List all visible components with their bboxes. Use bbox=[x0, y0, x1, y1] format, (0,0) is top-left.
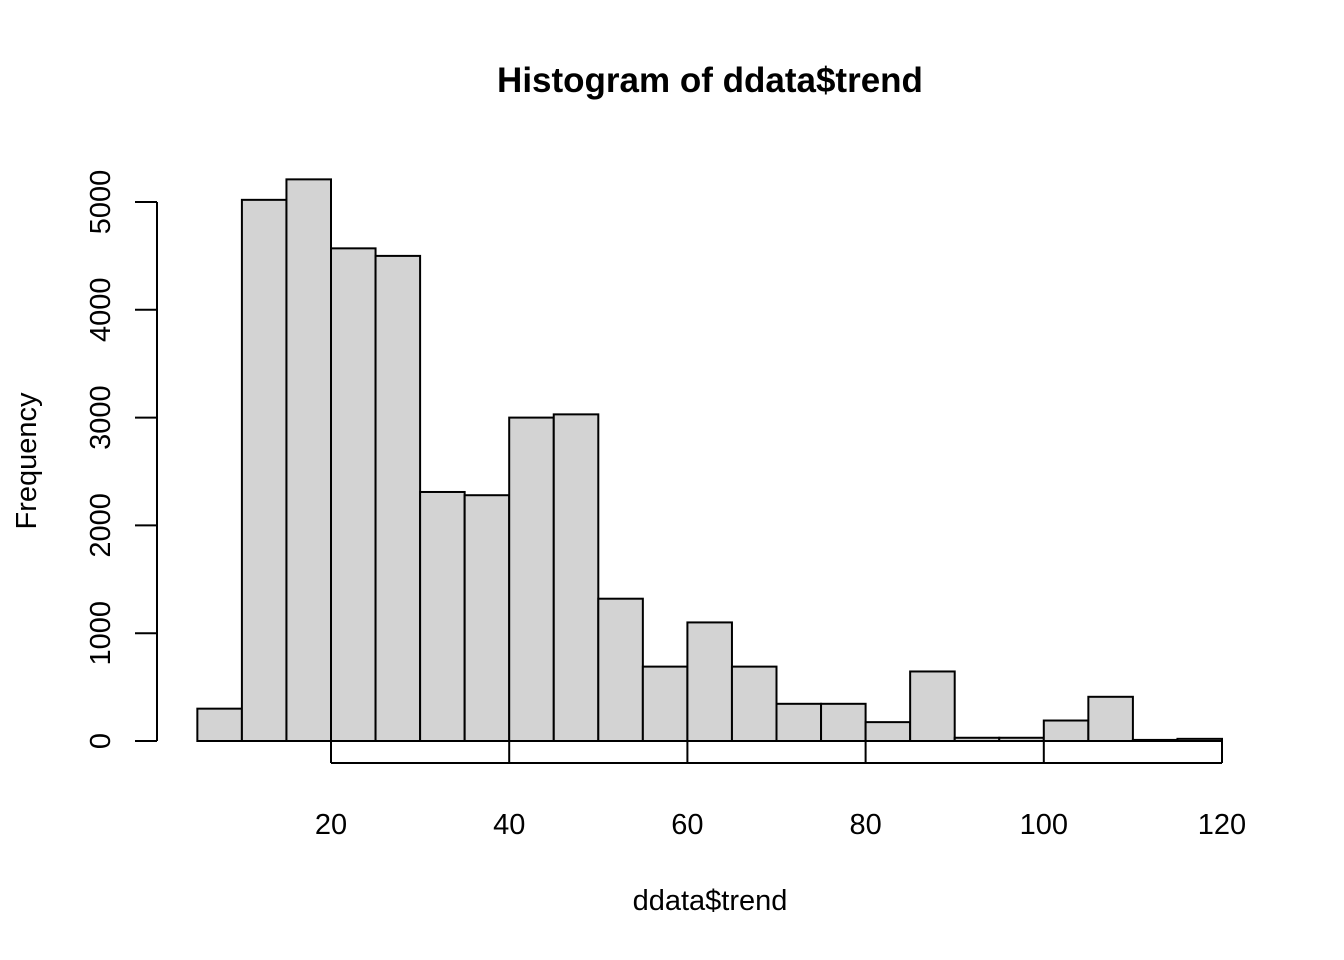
histogram-bar-115-120 bbox=[1176, 737, 1223, 742]
y-tick-label-1000: 1000 bbox=[85, 601, 117, 666]
histogram-bar-5-10 bbox=[196, 707, 243, 742]
histogram-bar-85-90 bbox=[909, 670, 956, 742]
x-axis-label: ddata$trend bbox=[633, 885, 788, 917]
y-tick-label-5000: 5000 bbox=[85, 170, 117, 235]
x-tick-label-80: 80 bbox=[849, 809, 881, 841]
histogram-bar-70-75 bbox=[775, 702, 823, 743]
histogram-bar-10-15 bbox=[240, 198, 288, 742]
histogram-bar-55-60 bbox=[641, 665, 689, 742]
histogram-bar-15-20 bbox=[285, 178, 333, 742]
y-axis: 0 1000 2000 3000 4000 5000 bbox=[85, 170, 158, 749]
chart-title: Histogram of ddata$trend bbox=[497, 61, 923, 100]
y-axis-label: Frequency bbox=[11, 392, 43, 530]
y-tick-label-2000: 2000 bbox=[85, 493, 117, 558]
histogram-bar-80-85 bbox=[864, 721, 912, 743]
y-tick-label-3000: 3000 bbox=[85, 385, 117, 450]
histogram-bar-50-55 bbox=[597, 597, 644, 742]
histogram-bar-60-65 bbox=[686, 621, 733, 742]
y-tick-label-4000: 4000 bbox=[85, 278, 117, 343]
histogram-bar-65-70 bbox=[730, 665, 778, 742]
histogram-bar-110-115 bbox=[1131, 738, 1179, 742]
histogram-bar-75-80 bbox=[820, 702, 867, 743]
x-tick-label-60: 60 bbox=[671, 809, 703, 841]
x-axis: 20 40 60 80 100 120 bbox=[315, 741, 1246, 841]
histogram-bar-95-100 bbox=[998, 736, 1045, 742]
x-tick-label-40: 40 bbox=[493, 809, 525, 841]
x-tick-label-120: 120 bbox=[1198, 809, 1246, 841]
bars-group bbox=[196, 178, 1223, 743]
histogram-bar-25-30 bbox=[374, 254, 422, 742]
histogram-bar-30-35 bbox=[419, 490, 466, 742]
histogram-bar-90-95 bbox=[953, 736, 1001, 742]
histogram-bar-45-50 bbox=[552, 413, 600, 742]
histogram-bar-105-110 bbox=[1087, 695, 1134, 742]
histogram-bar-35-40 bbox=[463, 494, 511, 742]
histogram-bar-40-45 bbox=[508, 416, 555, 742]
x-tick-label-100: 100 bbox=[1020, 809, 1068, 841]
x-tick-label-20: 20 bbox=[315, 809, 347, 841]
y-tick-label-0: 0 bbox=[85, 733, 117, 749]
histogram-bar-100-105 bbox=[1042, 719, 1090, 743]
histogram-bar-20-25 bbox=[330, 247, 377, 742]
